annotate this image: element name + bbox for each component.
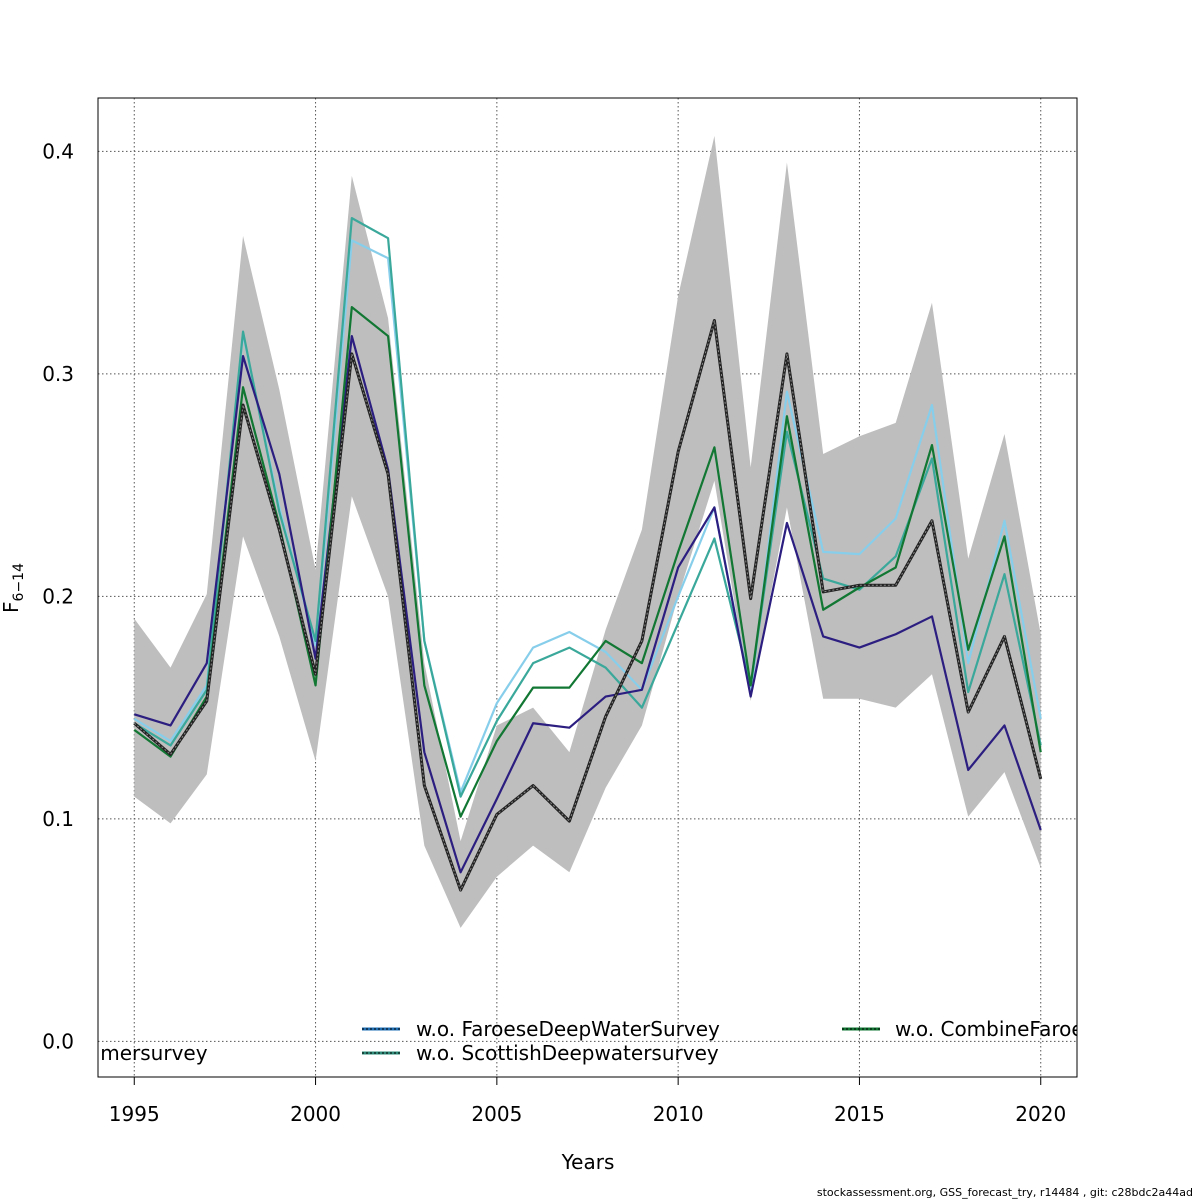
y-tick-label: 0.4 xyxy=(42,139,74,163)
x-axis: 1995 2000 2005 2010 2015 2020 xyxy=(109,1076,1066,1126)
x-tick-label: 2015 xyxy=(834,1102,885,1126)
y-axis-title-sub: 6−14 xyxy=(11,563,27,602)
series-line-1 xyxy=(133,217,1042,798)
series-layer xyxy=(133,217,1043,892)
y-axis-title: F6−14 xyxy=(0,563,27,613)
y-axis: 0.0 0.1 0.2 0.3 0.4 xyxy=(42,139,74,1053)
x-tick-label: 2020 xyxy=(1015,1102,1066,1126)
confidence-band-layer xyxy=(134,135,1041,928)
footer-credit: stockassessment.org, GSS_forecast_try, r… xyxy=(817,1186,1193,1199)
legend-label: w.o. ScottishDeepwatersurvey xyxy=(416,1041,719,1065)
legend-label: amersurvey xyxy=(88,1041,208,1065)
y-tick-label: 0.2 xyxy=(42,584,74,608)
x-tick-label: 2010 xyxy=(653,1102,704,1126)
legend-label: w.o. CombineFaroe xyxy=(895,1017,1084,1041)
x-axis-title: Years xyxy=(561,1150,615,1174)
y-axis-title-main: F xyxy=(0,601,23,613)
x-tick-label: 2000 xyxy=(290,1102,341,1126)
series-line-2 xyxy=(133,334,1042,874)
legend-label: w.o. FaroeseDeepWaterSurvey xyxy=(416,1017,720,1041)
x-tick-label: 1995 xyxy=(109,1102,160,1126)
y-tick-label: 0.3 xyxy=(42,362,74,386)
svg-text:F6−14: F6−14 xyxy=(0,563,27,613)
y-tick-label: 0.1 xyxy=(42,807,74,831)
x-tick-label: 2005 xyxy=(471,1102,522,1126)
series-line-dash-4 xyxy=(133,320,1042,892)
confidence-band xyxy=(134,135,1041,928)
y-tick-label: 0.0 xyxy=(42,1029,74,1053)
